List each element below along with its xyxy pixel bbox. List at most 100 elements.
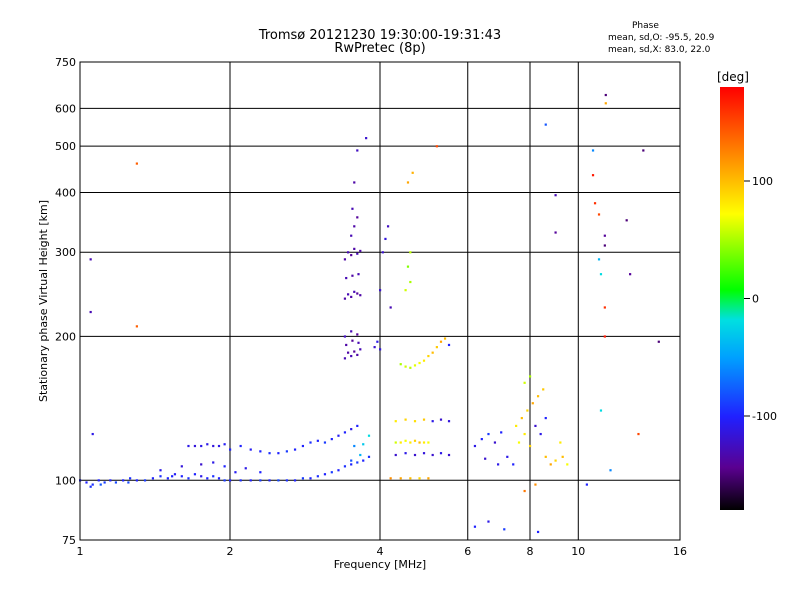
data-point [151,477,155,480]
data-point [603,306,606,309]
data-point [357,273,360,276]
y-tick-label: 300 [55,246,76,259]
data-point [127,481,130,484]
data-point [249,479,252,482]
data-point [301,444,305,448]
colorbar-tick-label: 0 [752,293,759,306]
data-point [487,520,490,523]
data-point [384,237,387,241]
chart-subtitle: RwPretec (8p) [334,41,426,56]
data-point [404,418,407,421]
data-point [173,473,177,476]
data-point [409,477,412,480]
data-point [418,477,421,480]
data-point [356,292,359,295]
data-point [206,443,209,446]
data-point [493,441,497,444]
axis-ticks: 1 2 4 6 8 10 16 750 600 500 400 300 200 100 75 [55,56,687,558]
data-point [534,424,537,428]
data-point [97,479,100,482]
data-point [487,432,490,436]
data-point [356,149,359,152]
data-point [343,258,347,261]
data-point [356,252,359,255]
data-point [376,340,379,343]
data-point [413,364,417,367]
data-point [268,452,271,455]
data-point [418,441,421,444]
data-point [427,477,430,480]
data-point [244,467,247,470]
data-point [422,441,426,444]
data-point [399,441,402,444]
data-point [180,465,183,468]
data-point [418,361,421,365]
data-point [394,441,397,444]
data-point [356,333,359,336]
data-point [353,247,356,250]
data-point [103,481,106,484]
data-point [135,162,138,165]
x-axis-label: Frequency [MHz] [334,558,426,571]
data-point [316,475,319,478]
data-point [285,479,288,482]
data-point [89,258,92,261]
data-point [223,465,226,468]
data-point [350,254,353,257]
data-point [637,432,640,436]
data-point [536,530,540,534]
data-point [399,363,402,366]
y-tick-label: 400 [55,186,76,199]
data-point [343,335,347,338]
data-point [534,483,537,486]
y-tick-label: 75 [62,534,76,547]
data-point [350,463,353,466]
data-point [593,202,597,205]
data-point [350,330,353,333]
data-point [91,432,94,436]
data-point [350,354,353,358]
y-tick-label: 600 [55,102,76,115]
data-point [351,274,354,277]
data-point [99,483,102,486]
data-point [285,450,288,453]
data-point [239,479,242,482]
data-point [585,483,588,486]
data-point [365,137,368,140]
data-point [187,477,190,480]
data-point [200,475,203,478]
x-tick-label: 8 [527,545,534,558]
data-point [346,351,350,354]
data-point [229,448,232,451]
data-point [353,290,356,293]
data-point [609,469,612,472]
data-point [293,479,297,482]
data-point [343,431,347,434]
data-point [166,477,169,480]
data-point [409,251,412,254]
data-point [389,477,392,480]
data-point [503,528,506,531]
plot-frame [79,61,681,541]
data-point [346,251,350,254]
data-point [394,420,397,423]
data-point [362,443,365,446]
x-tick-label: 6 [464,545,471,558]
data-point [443,337,447,340]
data-point [404,289,407,292]
data-point [122,479,125,482]
data-point [404,365,407,368]
data-point [411,171,414,174]
data-point [554,231,557,234]
data-point [350,234,353,237]
data-point [529,444,532,448]
data-point [356,461,359,464]
data-point [85,481,88,484]
data-point [539,432,542,436]
data-point [359,453,362,457]
data-point [523,432,526,436]
data-point [625,219,628,222]
data-point [180,475,183,478]
data-point [599,273,603,276]
data-point [506,455,509,458]
